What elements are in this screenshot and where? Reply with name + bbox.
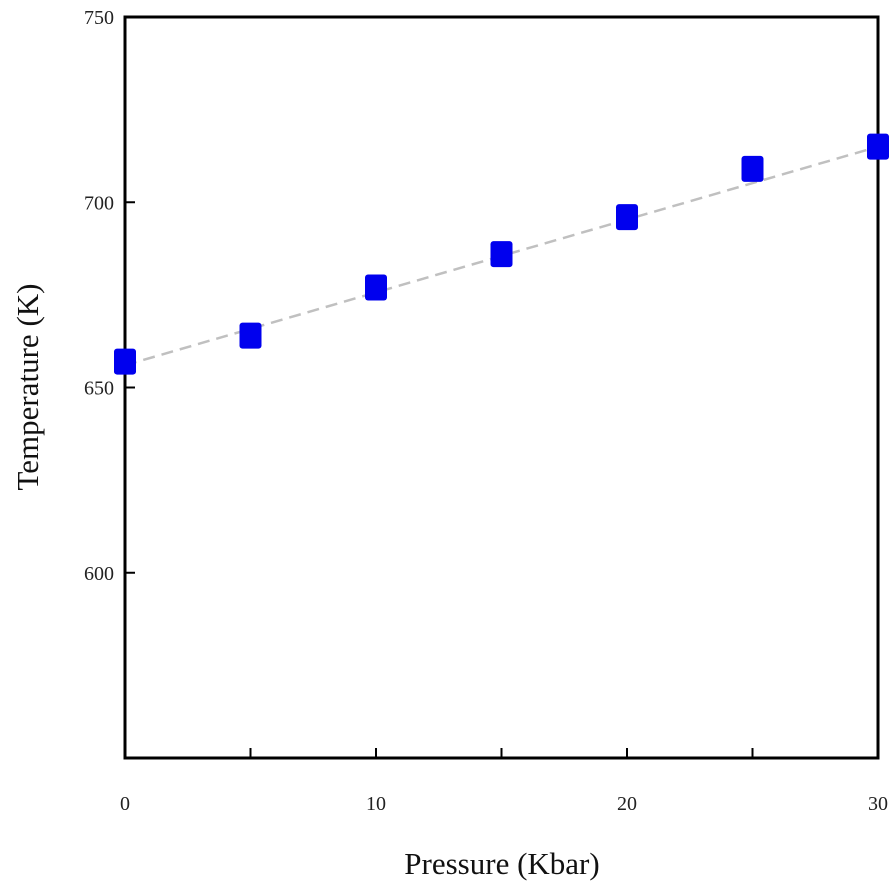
x-tick-label: 10 (366, 793, 386, 815)
x-tick-label: 30 (868, 793, 888, 815)
plot-frame (123, 15, 880, 760)
x-tick-labels: 0 10 20 30 (120, 793, 888, 815)
y-tick-label: 650 (84, 378, 114, 400)
y-tick-label: 600 (84, 563, 114, 585)
points-layer (114, 133, 889, 375)
data-point (616, 204, 638, 231)
x-axis-title: Pressure (Kbar) (404, 846, 599, 881)
y-tick-labels: 600 650 700 750 (84, 7, 135, 585)
data-point (114, 348, 136, 375)
x-tick-label: 20 (617, 793, 637, 815)
data-point (239, 322, 262, 349)
data-point (365, 274, 387, 301)
data-point (490, 241, 513, 268)
data-point (867, 133, 889, 160)
y-axis-title: Temperature (K) (10, 284, 45, 491)
x-tick-label: 0 (120, 793, 130, 815)
y-tick-label: 750 (84, 7, 114, 29)
data-point (741, 155, 764, 182)
fit-line (124, 145, 879, 367)
x-minor-ticks (124, 748, 879, 758)
fit-layer (124, 145, 879, 367)
y-tick-label: 700 (84, 192, 114, 214)
